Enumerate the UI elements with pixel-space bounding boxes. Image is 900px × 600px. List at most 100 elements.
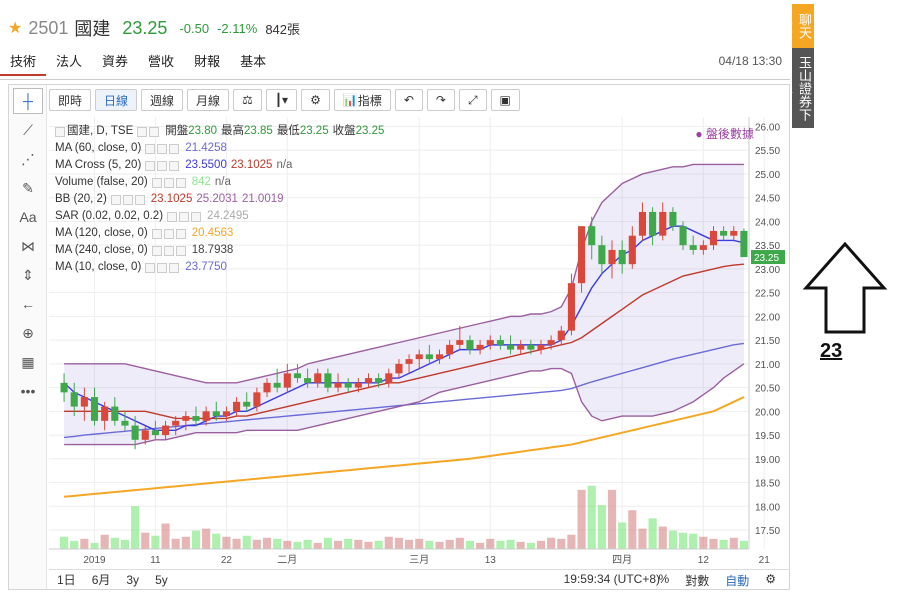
- redo-icon[interactable]: ↷: [426, 89, 455, 111]
- legend-settings-icon[interactable]: [151, 177, 162, 188]
- tab-basic[interactable]: 基本: [240, 54, 267, 69]
- percent-scale-button[interactable]: %: [658, 572, 670, 586]
- legend-symbol: 國建, D, TSE: [67, 125, 134, 137]
- trendline-icon[interactable]: ⟋: [23, 121, 33, 138]
- price-axis-tick-label: 17.50: [755, 526, 780, 537]
- legend-settings-icon[interactable]: [145, 160, 156, 171]
- period-weekly-button[interactable]: 週線: [141, 89, 184, 111]
- legend-indicator-value: 20.4563: [191, 227, 234, 239]
- candle-body: [202, 411, 210, 421]
- favorite-star-icon[interactable]: ★: [8, 20, 23, 37]
- legend-hide-icon[interactable]: [157, 262, 168, 273]
- legend-hide-icon[interactable]: [163, 228, 174, 239]
- legend-settings-icon[interactable]: [137, 126, 148, 137]
- candle-body: [364, 378, 373, 383]
- log-scale-button[interactable]: 對數: [685, 574, 710, 588]
- volume-bar: [293, 541, 302, 549]
- legend-hide-icon[interactable]: [179, 211, 190, 222]
- chart-area[interactable]: 17.50 18.00 18.50 19.00 19.50 20.00 20.50 21.00…: [49, 117, 790, 589]
- volume-bar: [465, 540, 475, 549]
- range-3y-button[interactable]: 3y: [126, 572, 140, 587]
- candle-body: [121, 420, 129, 426]
- fullscreen-icon[interactable]: ⤢: [458, 89, 487, 111]
- price-axis-tick-label: 20.00: [755, 407, 780, 418]
- pattern-tool-icon[interactable]: ⋈: [21, 237, 35, 254]
- legend-hide-icon[interactable]: [163, 177, 174, 188]
- price-axis-tick-label: 23.50: [755, 241, 780, 252]
- range-6m-button[interactable]: 6月: [91, 573, 111, 587]
- arrow-left-icon[interactable]: ←: [21, 296, 35, 312]
- legend-settings-icon[interactable]: [167, 211, 178, 222]
- volume-bar: [729, 537, 738, 549]
- broker-order-tab[interactable]: 玉山證券下單: [778, 48, 814, 128]
- legend-settings-icon[interactable]: [110, 194, 121, 205]
- legend-remove-icon[interactable]: [169, 143, 180, 154]
- chatroom-tab[interactable]: 聊天室: [778, 4, 814, 48]
- auto-scale-button[interactable]: 自動: [725, 574, 750, 588]
- volume-bar: [212, 533, 221, 549]
- volume-bar: [283, 540, 292, 549]
- legend-hide-icon[interactable]: [157, 160, 168, 171]
- tab-institutional[interactable]: 法人: [56, 54, 83, 69]
- legend-hide-icon[interactable]: [163, 245, 174, 256]
- undo-icon[interactable]: ↶: [394, 89, 423, 111]
- scale-settings-gear-icon[interactable]: ⚙: [765, 572, 776, 586]
- legend-remove-icon[interactable]: [175, 228, 186, 239]
- volume-bar: [455, 537, 464, 549]
- indicators-button[interactable]: 📊 指標: [333, 89, 391, 111]
- fib-tool-icon[interactable]: ⋰: [21, 150, 35, 167]
- time-axis-tick-label: 11: [150, 555, 161, 566]
- legend-hide-icon[interactable]: [157, 143, 168, 154]
- legend-hide-icon[interactable]: [122, 194, 133, 205]
- volume-bar: [699, 536, 708, 549]
- legend-remove-icon[interactable]: [169, 160, 180, 171]
- range-1d-button[interactable]: 1日: [57, 573, 76, 587]
- period-daily-button[interactable]: 日線: [95, 89, 138, 111]
- ruler-icon[interactable]: ▦: [21, 353, 35, 370]
- range-5y-button[interactable]: 5y: [155, 572, 168, 587]
- legend-settings-icon[interactable]: [151, 245, 162, 256]
- crosshair-icon[interactable]: ┼: [13, 88, 43, 114]
- legend-settings-icon[interactable]: [145, 262, 156, 273]
- legend-indicator-value: 23.5500: [185, 159, 227, 171]
- measure-icon[interactable]: ⇕: [22, 266, 34, 283]
- candle-type-icon[interactable]: ┃▾: [265, 89, 298, 111]
- volume-bar: [374, 540, 383, 549]
- tab-revenue[interactable]: 營收: [148, 54, 175, 69]
- scale-options: % 對數 自動 ⚙: [651, 572, 784, 589]
- compare-scale-icon[interactable]: ⚖: [233, 89, 262, 111]
- volume-bar: [171, 538, 180, 549]
- legend-settings-icon[interactable]: [145, 143, 156, 154]
- after-hours-label[interactable]: ● 盤後數據: [695, 125, 754, 142]
- legend-settings-icon[interactable]: [151, 228, 162, 239]
- legend-remove-icon[interactable]: [169, 262, 180, 273]
- time-axis-tick-label: 三月: [409, 554, 429, 566]
- period-intraday-button[interactable]: 即時: [49, 89, 92, 111]
- text-tool-icon[interactable]: Aa: [19, 209, 37, 225]
- tab-financials[interactable]: 財報: [194, 54, 221, 69]
- brush-icon[interactable]: ✎: [22, 179, 34, 196]
- legend-row: MA (120, close, 0) 20.4563: [55, 225, 384, 242]
- collapse-icon[interactable]: [55, 126, 65, 137]
- legend-remove-icon[interactable]: [175, 245, 186, 256]
- volume-bar: [141, 532, 150, 549]
- legend-remove-icon[interactable]: [134, 194, 145, 205]
- tab-margin[interactable]: 資券: [102, 54, 129, 69]
- tab-technical[interactable]: 技術: [0, 50, 47, 76]
- volume-bar: [80, 538, 89, 549]
- settings-gear-icon[interactable]: ⚙: [301, 89, 330, 111]
- legend-remove-icon[interactable]: [175, 177, 186, 188]
- legend-indicator-value: 25.2031: [196, 193, 238, 205]
- candle-body: [476, 344, 484, 350]
- period-monthly-button[interactable]: 月線: [187, 89, 230, 111]
- close-value: 23.25: [355, 125, 385, 137]
- volume-bar: [506, 539, 515, 549]
- more-icon[interactable]: •••: [20, 383, 36, 399]
- zoom-icon[interactable]: ⊕: [22, 324, 34, 341]
- candle-body: [435, 354, 444, 360]
- volume-bar: [658, 526, 667, 549]
- legend-hide-icon[interactable]: [149, 126, 160, 137]
- legend-main-row: 國建, D, TSE 開盤 23.80 最高 23.85 最低 23.25 收盤…: [55, 123, 384, 140]
- camera-icon[interactable]: ▣: [490, 89, 520, 111]
- legend-remove-icon[interactable]: [191, 211, 202, 222]
